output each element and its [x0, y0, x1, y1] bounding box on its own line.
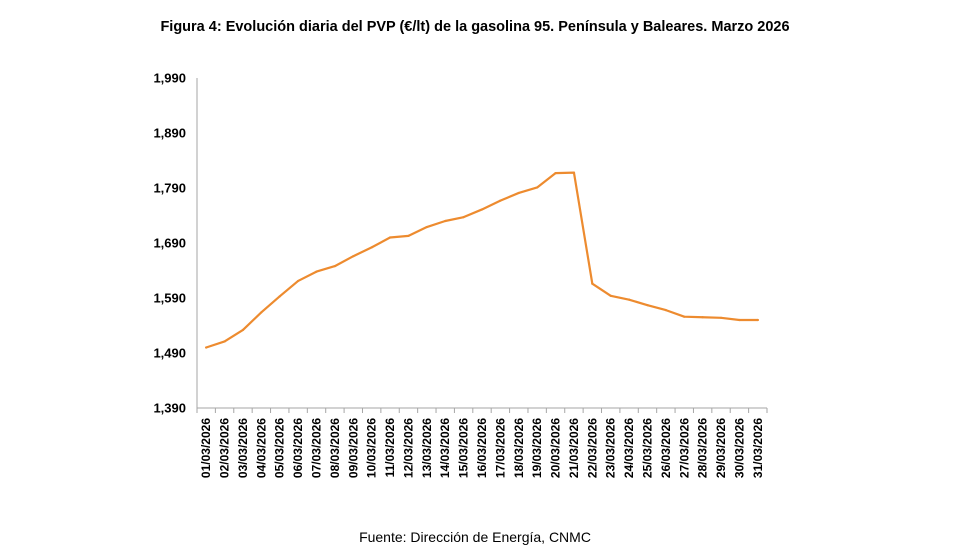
- y-tick-label: 1,790: [153, 181, 186, 196]
- y-tick-label: 1,990: [153, 71, 186, 86]
- data-point: [683, 315, 686, 318]
- x-tick-label: 13/03/2026: [420, 418, 434, 478]
- x-tick-label: 31/03/2026: [751, 418, 765, 478]
- data-point: [278, 295, 281, 298]
- data-point: [554, 172, 557, 175]
- data-point: [425, 225, 428, 229]
- x-tick-label: 18/03/2026: [512, 418, 526, 478]
- x-tick-label: 11/03/2026: [383, 418, 397, 478]
- x-tick-label: 15/03/2026: [457, 418, 471, 478]
- x-tick-label: 28/03/2026: [696, 418, 710, 478]
- data-points: [205, 171, 759, 349]
- x-tick-label: 21/03/2026: [567, 418, 581, 478]
- x-tick-label: 25/03/2026: [640, 418, 654, 478]
- x-tick-label: 09/03/2026: [346, 418, 360, 478]
- x-tick-label: 22/03/2026: [585, 418, 599, 478]
- data-point: [572, 171, 576, 174]
- data-point: [719, 316, 723, 319]
- x-tick-label: 20/03/2026: [549, 418, 563, 478]
- x-tick-label: 23/03/2026: [604, 418, 618, 478]
- x-tick-label: 14/03/2026: [438, 418, 452, 478]
- chart-title: Figura 4: Evolución diaria del PVP (€/lt…: [160, 19, 790, 35]
- x-tick-label: 16/03/2026: [475, 418, 489, 478]
- x-tick-label: 01/03/2026: [199, 418, 213, 478]
- data-point: [205, 346, 208, 349]
- data-point: [407, 234, 410, 237]
- data-point: [444, 219, 447, 223]
- data-point: [517, 191, 520, 195]
- x-tick-label: 06/03/2026: [291, 418, 305, 478]
- data-point: [370, 246, 373, 249]
- data-point: [333, 265, 336, 268]
- data-point: [738, 318, 741, 322]
- data-point: [664, 309, 667, 312]
- data-point: [297, 279, 300, 283]
- x-tick-label: 04/03/2026: [254, 418, 268, 478]
- data-point: [480, 208, 484, 211]
- y-tick-label: 1,590: [153, 291, 186, 306]
- data-point: [536, 186, 539, 189]
- source-note: Fuente: Dirección de Energía, CNMC: [359, 529, 591, 545]
- x-tick-label: 07/03/2026: [310, 418, 324, 478]
- x-tick-label: 12/03/2026: [401, 418, 415, 478]
- data-point: [591, 282, 594, 285]
- x-tick-label: 26/03/2026: [659, 418, 673, 478]
- y-tick-label: 1,490: [153, 346, 186, 361]
- y-tick-label: 1,690: [153, 236, 186, 251]
- data-point: [756, 318, 759, 322]
- data-point: [646, 304, 649, 307]
- x-tick-label: 08/03/2026: [328, 418, 342, 478]
- data-point: [701, 316, 704, 319]
- data-point: [241, 328, 245, 331]
- x-axis-tick-labels: 01/03/2026 02/03/2026 03/03/2026 04/03/2026…: [199, 418, 765, 478]
- x-tick-label: 05/03/2026: [273, 418, 287, 478]
- data-point: [499, 199, 502, 202]
- data-point: [388, 236, 392, 239]
- x-axis-ticks: [196, 408, 768, 413]
- x-tick-label: 24/03/2026: [622, 418, 636, 478]
- x-tick-label: 03/03/2026: [236, 418, 250, 478]
- x-tick-label: 29/03/2026: [714, 418, 728, 478]
- data-point: [260, 311, 263, 314]
- price-series-line: [205, 171, 759, 349]
- x-tick-label: 10/03/2026: [365, 418, 379, 478]
- data-point: [609, 294, 612, 297]
- y-tick-label: 1,890: [153, 126, 186, 141]
- x-tick-label: 17/03/2026: [493, 418, 507, 478]
- x-tick-label: 19/03/2026: [530, 418, 544, 478]
- y-tick-label: 1,390: [153, 401, 186, 416]
- data-point: [315, 270, 318, 273]
- data-point: [628, 298, 631, 301]
- data-point: [223, 340, 226, 343]
- y-axis-tick-labels: 1,390 1,490 1,590 1,690 1,790 1,890 1,990: [153, 71, 186, 416]
- data-point: [462, 216, 465, 219]
- x-tick-label: 02/03/2026: [218, 418, 232, 478]
- data-point: [352, 255, 355, 258]
- x-tick-label: 27/03/2026: [677, 418, 691, 478]
- x-tick-label: 30/03/2026: [732, 418, 746, 478]
